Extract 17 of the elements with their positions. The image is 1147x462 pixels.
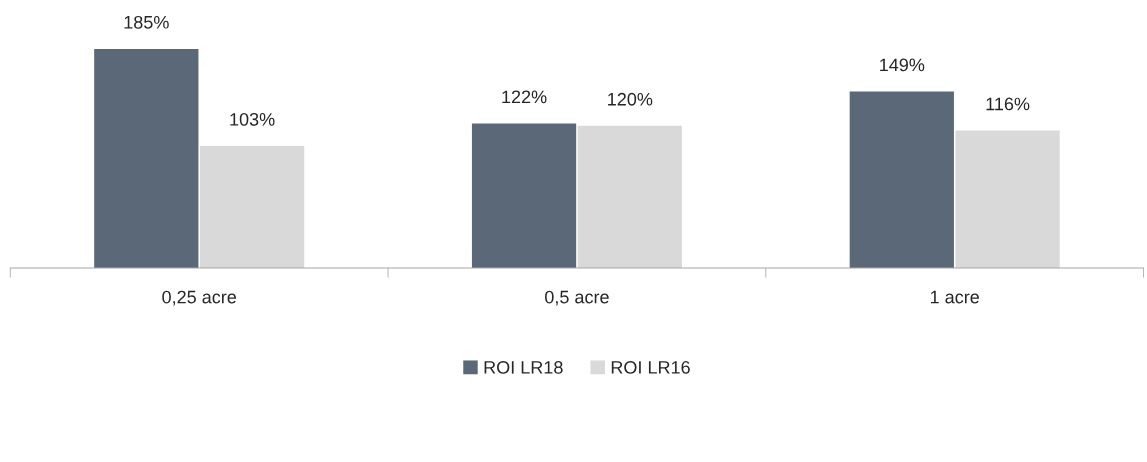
bar [94,48,199,268]
data-label: 149% [880,58,925,72]
data-label: 185% [124,15,169,29]
data-label: 120% [608,92,653,106]
data-label: 116% [986,97,1030,111]
legend-label: ROI LR16 [611,361,690,374]
bar [577,125,682,268]
x-tick-label: 1 acre [930,290,979,304]
legend-label: ROI LR18 [484,361,563,374]
bar [199,146,305,268]
bar [471,123,577,268]
bar [955,130,1060,268]
data-label: 103% [230,112,275,126]
data-label: 122% [502,90,547,104]
bar [849,91,954,268]
x-tick-label: 0,5 acre [545,290,609,306]
x-tick-label: 0,25 acre [162,290,237,306]
